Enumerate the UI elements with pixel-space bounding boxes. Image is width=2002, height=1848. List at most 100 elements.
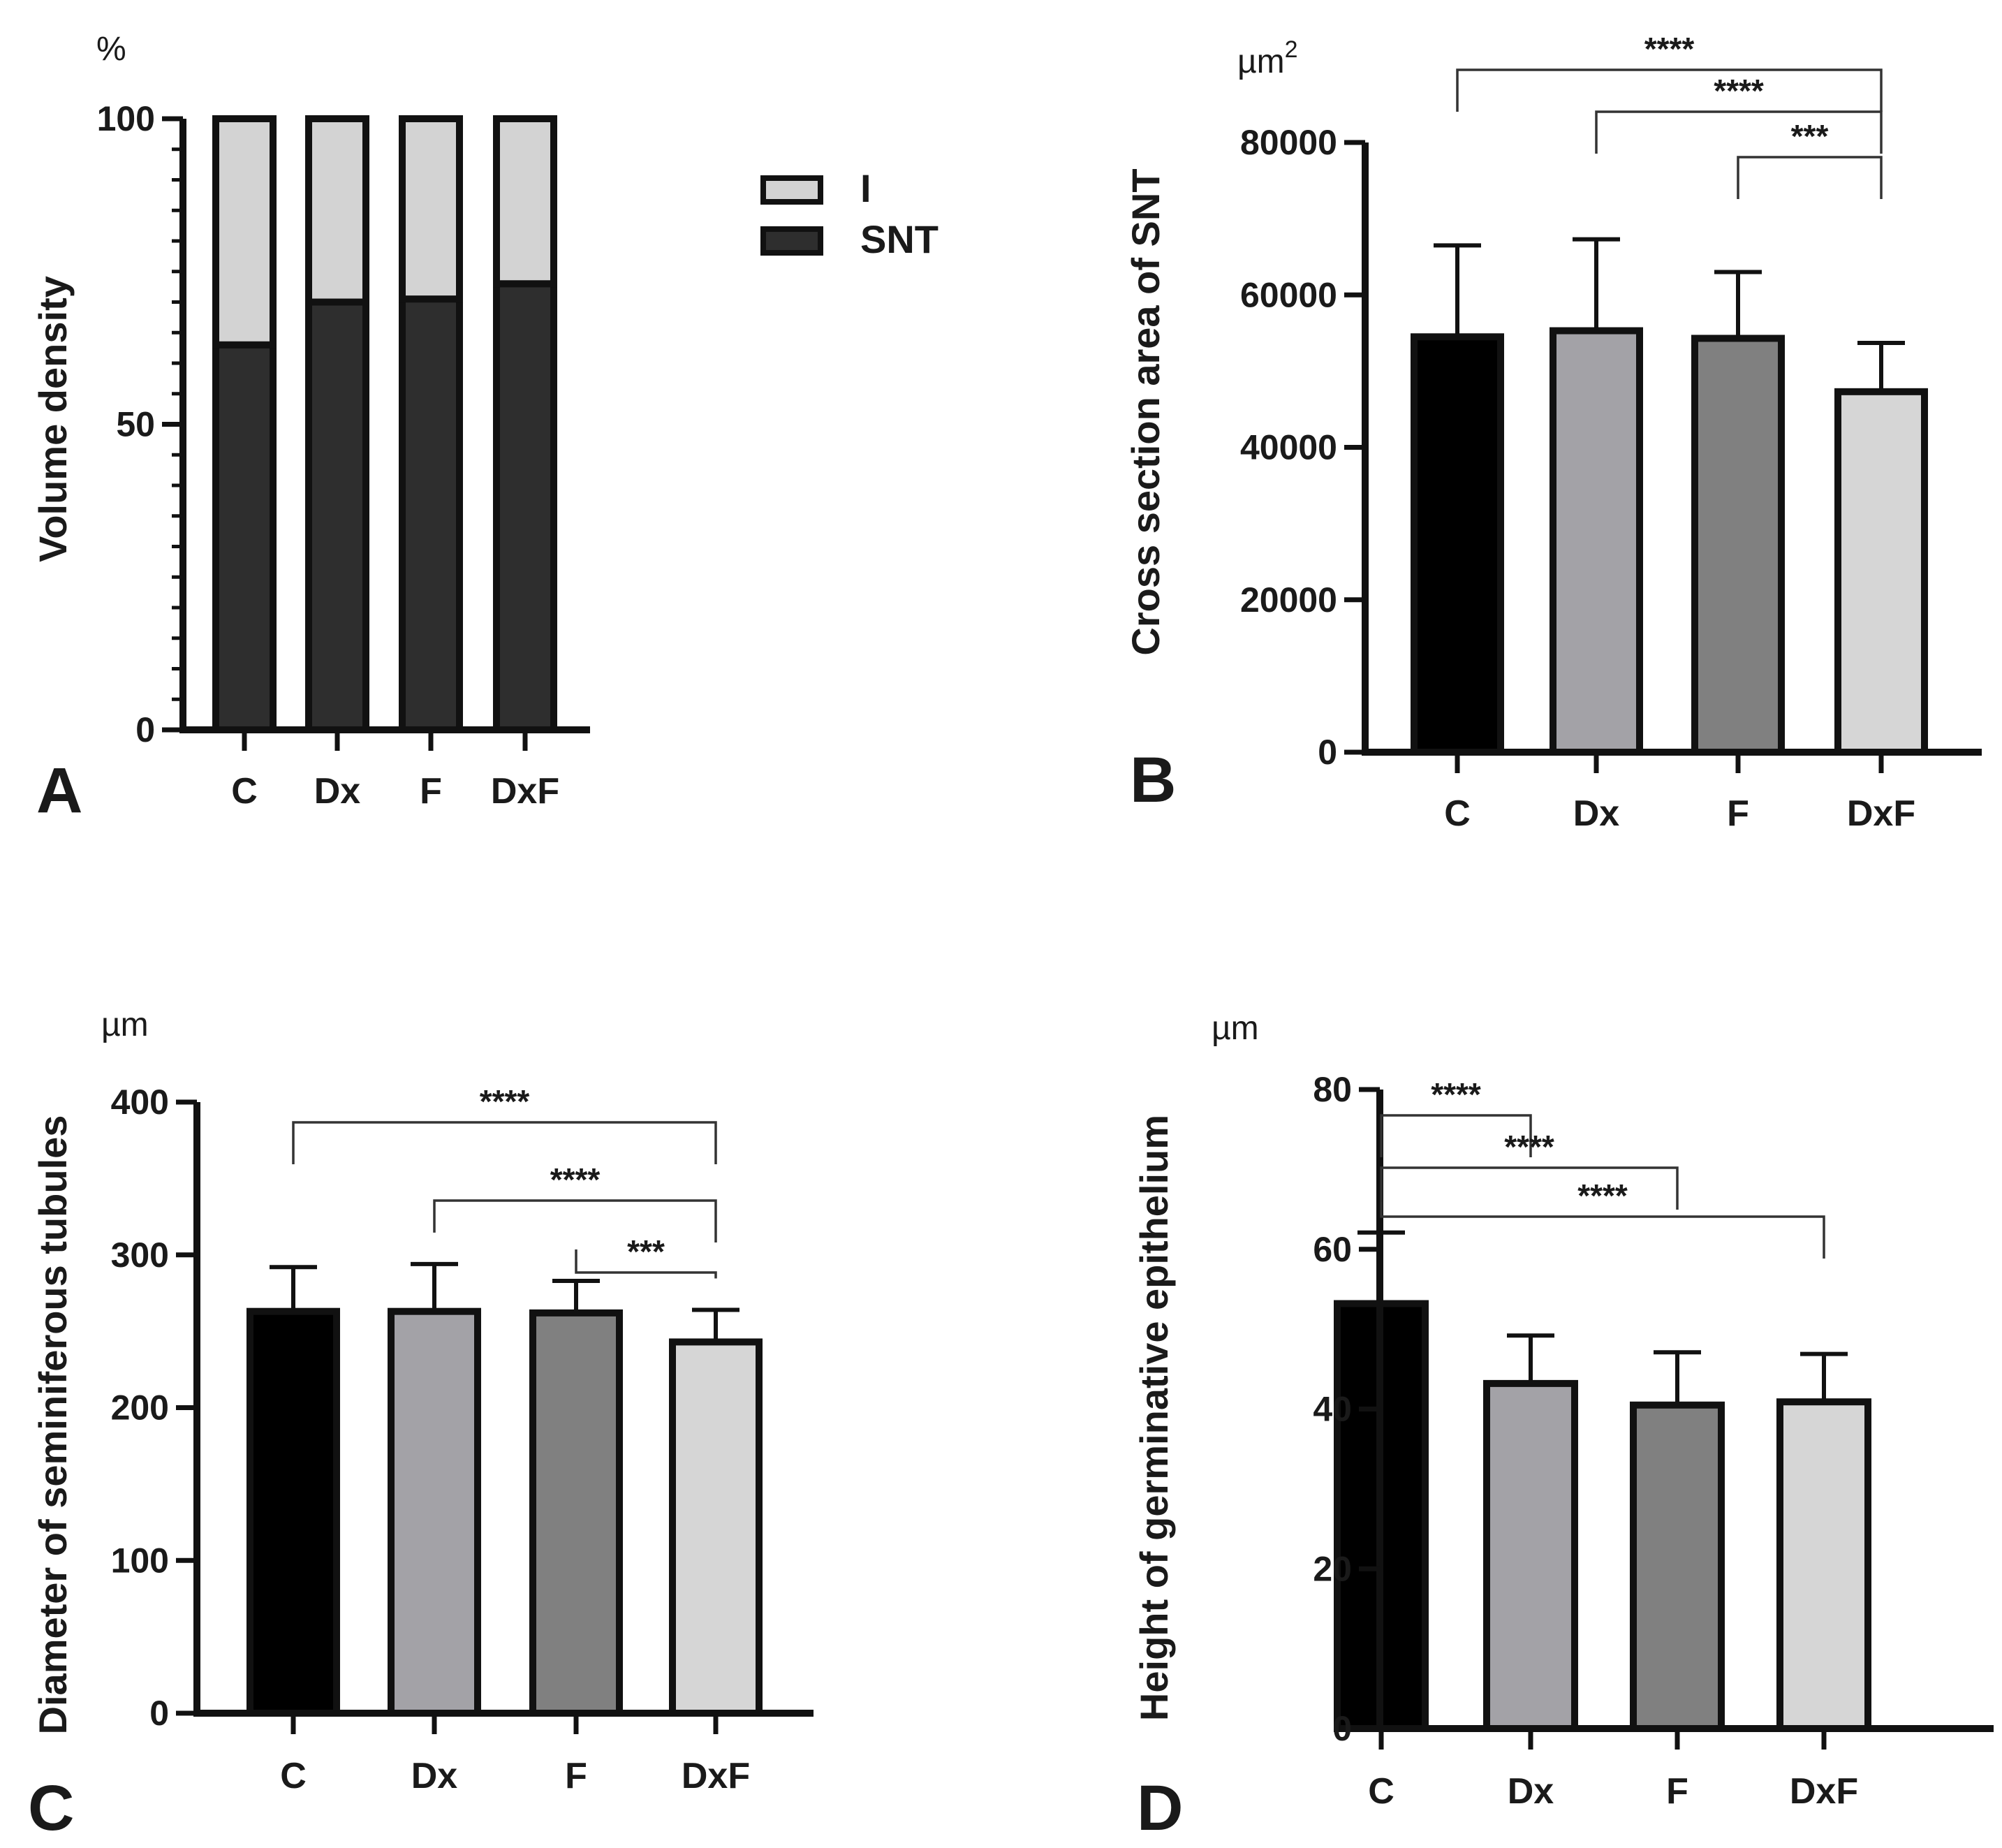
- y-tick-label-40: 40: [1313, 1390, 1352, 1429]
- significance-bracket: [433, 1199, 717, 1242]
- significance-bracket: [292, 1121, 717, 1164]
- significance-bracket: [1380, 1201, 1825, 1259]
- significance-brackets: **** **** ****: [1380, 1076, 1825, 1259]
- significance-label: ****: [1714, 73, 1764, 109]
- bar-i-dxf: [493, 115, 557, 288]
- significance-bracket: [1737, 156, 1883, 199]
- panel-label: B: [1130, 745, 1176, 816]
- category-label-c: C: [280, 1756, 307, 1796]
- significance-brackets: ***********: [292, 1083, 717, 1279]
- bar-i-c: [212, 115, 277, 349]
- category-label-dx: Dx: [314, 771, 361, 812]
- bar-f: [1691, 335, 1785, 756]
- bar-c: [246, 1307, 340, 1717]
- y-tick-label-20000: 20000: [1240, 580, 1337, 619]
- unit-label: µm: [101, 1006, 149, 1043]
- category-label-dxf: DxF: [1790, 1771, 1858, 1812]
- legend: I SNT: [760, 166, 939, 261]
- significance-bracket: [1380, 1166, 1679, 1210]
- bar-snt-c: [212, 341, 277, 733]
- legend-swatch-snt: [760, 226, 823, 256]
- category-label-dx: Dx: [1508, 1771, 1554, 1812]
- bars: [1334, 1230, 1871, 1733]
- unit-label: µm2: [1237, 36, 1298, 80]
- significance-label: ***: [627, 1233, 665, 1270]
- significance-label: ****: [550, 1161, 601, 1198]
- bar-i-dx: [305, 115, 369, 306]
- bar-c: [1411, 333, 1504, 756]
- significance-bracket: [1595, 110, 1883, 154]
- y-tick-label-200: 200: [111, 1388, 169, 1428]
- significance-bracket: [1380, 1114, 1532, 1157]
- category-label-c: C: [231, 771, 258, 812]
- bars: [246, 1261, 763, 1717]
- legend-label-i: I: [860, 166, 871, 210]
- y-axis-title: Volume density: [31, 276, 75, 562]
- y-tick-label-300: 300: [111, 1235, 169, 1275]
- significance-label: ***: [1791, 118, 1829, 154]
- bar-dx: [1550, 327, 1643, 756]
- significance-label: ****: [1577, 1178, 1628, 1214]
- category-label-f: F: [1727, 793, 1749, 834]
- panel-label: A: [36, 755, 82, 826]
- bar-dxf: [1776, 1398, 1871, 1733]
- category-label-dx: Dx: [411, 1756, 458, 1796]
- significance-label: ****: [1431, 1076, 1481, 1113]
- significance-bracket: [575, 1249, 717, 1279]
- category-label-f: F: [1666, 1771, 1688, 1812]
- category-label-dx: Dx: [1573, 793, 1620, 834]
- y-tick-label-60000: 60000: [1240, 275, 1337, 314]
- y-axis-title: Height of germinative epithelium: [1132, 1115, 1176, 1721]
- y-tick-label-100: 100: [97, 99, 155, 138]
- significance-label: ****: [1504, 1129, 1554, 1165]
- bars: [1411, 237, 1928, 756]
- y-tick-label-100: 100: [111, 1541, 169, 1580]
- category-label-c: C: [1444, 793, 1471, 834]
- bar-dx: [1483, 1379, 1578, 1733]
- bar-f: [529, 1309, 623, 1717]
- significance-label: ****: [1644, 31, 1695, 67]
- bar-i-f: [399, 115, 463, 303]
- category-label-dxf: DxF: [1847, 793, 1915, 834]
- y-tick-label-0: 0: [1318, 733, 1337, 772]
- bars: [212, 115, 557, 733]
- bar-snt-dxf: [493, 280, 557, 733]
- bar-dxf: [1834, 388, 1928, 756]
- significance-bracket: [1456, 68, 1883, 112]
- y-axis-title: Diameter of seminiferous tubules: [31, 1115, 75, 1735]
- legend-label-snt: SNT: [860, 217, 939, 261]
- y-tick-label-400: 400: [111, 1083, 169, 1122]
- significance-label: ****: [480, 1083, 530, 1120]
- panel-label: D: [1137, 1773, 1183, 1844]
- y-tick-label-0: 0: [135, 710, 155, 749]
- bar-f: [1630, 1401, 1725, 1732]
- y-tick-label-20: 20: [1313, 1549, 1352, 1588]
- significance-brackets: ***********: [1456, 31, 1883, 199]
- y-tick-label-50: 50: [116, 405, 155, 444]
- unit-superscript: 2: [1285, 36, 1298, 63]
- unit-label: %: [96, 31, 126, 68]
- y-tick-label-40000: 40000: [1240, 428, 1337, 467]
- bar-dx: [388, 1307, 481, 1717]
- y-axis-title: Cross section area of SNT: [1124, 168, 1168, 655]
- category-label-dxf: DxF: [491, 771, 559, 812]
- y-tick-label-80: 80: [1313, 1070, 1352, 1109]
- category-label-f: F: [565, 1756, 587, 1796]
- unit-label: µm: [1212, 1010, 1259, 1047]
- bar-dxf: [669, 1338, 763, 1717]
- bar-snt-dx: [305, 298, 369, 733]
- bar-snt-f: [399, 295, 463, 733]
- category-label-f: F: [420, 771, 442, 812]
- legend-swatch-i: [760, 175, 823, 205]
- y-tick-label-0: 0: [1332, 1709, 1352, 1748]
- y-tick-label-60: 60: [1313, 1230, 1352, 1269]
